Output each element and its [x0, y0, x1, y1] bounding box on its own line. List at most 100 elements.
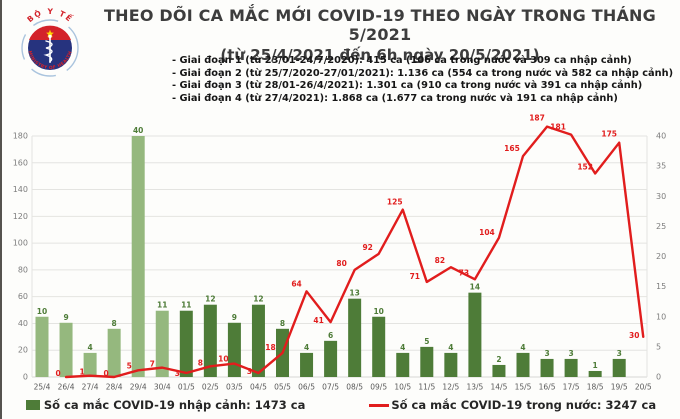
- bar: [516, 352, 530, 377]
- bar-value-label: 2: [496, 355, 501, 364]
- phase-4-summary: - Giai đoạn 4 (từ 27/4/2021): 1.868 ca (…: [172, 92, 618, 104]
- bar: [35, 316, 49, 377]
- line-value-label: 187: [529, 114, 545, 123]
- gridlines: [31, 135, 648, 378]
- legend-domestic-cases: Số ca mắc COVID-19 trong nước: 3247 ca: [369, 398, 656, 412]
- bar-value-label: 12: [205, 295, 215, 304]
- date-label: 10/5: [394, 383, 411, 392]
- phase-3-summary: - Giai đoạn 3 (từ 28/01-26/4/2021): 1.30…: [172, 80, 643, 92]
- logo-outer-ring: [21, 19, 79, 77]
- bar: [420, 346, 434, 377]
- date-label: 06/5: [298, 383, 315, 392]
- bar-value-label: 9: [232, 313, 237, 322]
- logo-star-icon: [46, 29, 54, 38]
- date-label: 08/5: [346, 383, 363, 392]
- bar: [324, 340, 338, 377]
- date-label: 12/5: [442, 383, 459, 392]
- bar-value-label: 8: [280, 319, 285, 328]
- right-axis-tick: 5: [656, 342, 661, 351]
- line-value-label: 8: [198, 358, 203, 367]
- right-axis-tick: 30: [656, 192, 666, 201]
- date-label: 18/5: [587, 383, 604, 392]
- page-subtitle: (từ 25/4/2021 đến 6h ngày 20/5/2021): [220, 46, 540, 64]
- logo-asclepius-staff-icon: [43, 34, 53, 63]
- date-label: 14/5: [491, 383, 508, 392]
- green-bar-swatch-icon: [25, 400, 40, 410]
- line-value-label: 30: [629, 331, 639, 340]
- line-value-label: 18: [265, 343, 275, 352]
- bar-value-label: 4: [87, 343, 92, 352]
- bar-value-label: 4: [304, 343, 309, 352]
- line-value-label: 0: [55, 369, 60, 378]
- bar: [468, 292, 482, 377]
- left-axis-tick: 80: [18, 265, 28, 274]
- bar-value-label: 5: [424, 337, 429, 346]
- bar-value-label: 14: [470, 283, 480, 292]
- right-axis-tick: 40: [656, 132, 666, 141]
- right-axis-tick: 20: [656, 252, 666, 261]
- bar-series-imported: [35, 136, 626, 377]
- legend-imported-label: Số ca mắc COVID-19 nhập cảnh: 1473 ca: [43, 398, 306, 412]
- chart-legend: Số ca mắc COVID-19 nhập cảnh: 1473 ca Số…: [2, 395, 680, 415]
- line-value-label: 7: [150, 360, 155, 369]
- date-label: 15/5: [515, 383, 532, 392]
- left-axis-tick: 40: [18, 319, 28, 328]
- line-value-label: 0: [104, 369, 109, 378]
- bar: [540, 358, 554, 377]
- line-value-label: 80: [336, 259, 346, 268]
- line-value-label: 41: [313, 316, 323, 325]
- date-label: 16/5: [539, 383, 556, 392]
- date-label: 07/5: [322, 383, 339, 392]
- bar-value-label: 10: [373, 307, 383, 316]
- page-title: THEO DÕI CA MẮC MỚI COVID-19 THEO NGÀY T…: [104, 6, 656, 44]
- bar: [251, 304, 265, 377]
- line-series-domestic: [64, 125, 645, 379]
- x-axis-date-labels: 25/4 26/4 27/4 28/4 29/4 30/4 01/5 02/5 03/5 04/5…: [34, 383, 652, 392]
- bar-value-label: 10: [37, 307, 47, 316]
- date-label: 01/5: [178, 383, 195, 392]
- date-label: 20/5: [635, 383, 652, 392]
- bar: [83, 352, 97, 377]
- bar-value-label: 13: [349, 289, 359, 298]
- bar-value-label: 11: [181, 301, 191, 310]
- line-value-label: 92: [362, 243, 372, 252]
- line-value-label: 1: [79, 368, 84, 377]
- bar: [107, 328, 121, 377]
- left-axis-tick: 20: [18, 346, 28, 355]
- line-value-label: 104: [479, 228, 495, 237]
- line-value-label: 165: [504, 144, 520, 153]
- line-value-label: 3: [175, 369, 180, 378]
- bar: [300, 352, 314, 377]
- left-axis-tick: 60: [18, 292, 28, 301]
- bar: [588, 370, 602, 377]
- date-label: 27/4: [82, 383, 99, 392]
- ministry-of-health-logo-icon: BỘ Y TẾ MINISTRY OF HEALTH: [21, 7, 79, 77]
- line-value-label: 82: [435, 256, 445, 265]
- line-value-label: 181: [550, 123, 566, 132]
- left-axis-tick: 160: [13, 158, 28, 167]
- left-axis-tick: 140: [13, 185, 28, 194]
- date-label: 28/4: [106, 383, 123, 392]
- date-label: 29/4: [130, 383, 147, 392]
- bar: [372, 316, 386, 377]
- bar-value-label: 11: [157, 301, 167, 310]
- bar: [179, 310, 193, 377]
- phase-1-summary: - Giai đoạn 1 (từ 23/01-24/7/2020): 415 …: [172, 55, 632, 66]
- bar-value-label: 4: [520, 343, 525, 352]
- bar: [227, 322, 241, 377]
- chart-header: THEO DÕI CA MẮC MỚI COVID-19 THEO NGÀY T…: [84, 6, 676, 64]
- legend-domestic-label: Số ca mắc COVID-19 trong nước: 3247 ca: [391, 398, 657, 412]
- bar-value-label: 3: [544, 349, 549, 358]
- line-value-label: 125: [387, 198, 403, 207]
- phase-2-summary: - Giai đoạn 2 (từ 25/7/2020-27/01/2021):…: [172, 67, 674, 79]
- right-axis-tick: 15: [656, 282, 666, 291]
- date-label: 13/5: [466, 383, 483, 392]
- bar: [348, 298, 362, 377]
- bar: [612, 358, 626, 377]
- date-label: 25/4: [34, 383, 51, 392]
- left-axis-tick: 180: [13, 132, 28, 141]
- right-axis-tick: 35: [656, 162, 666, 171]
